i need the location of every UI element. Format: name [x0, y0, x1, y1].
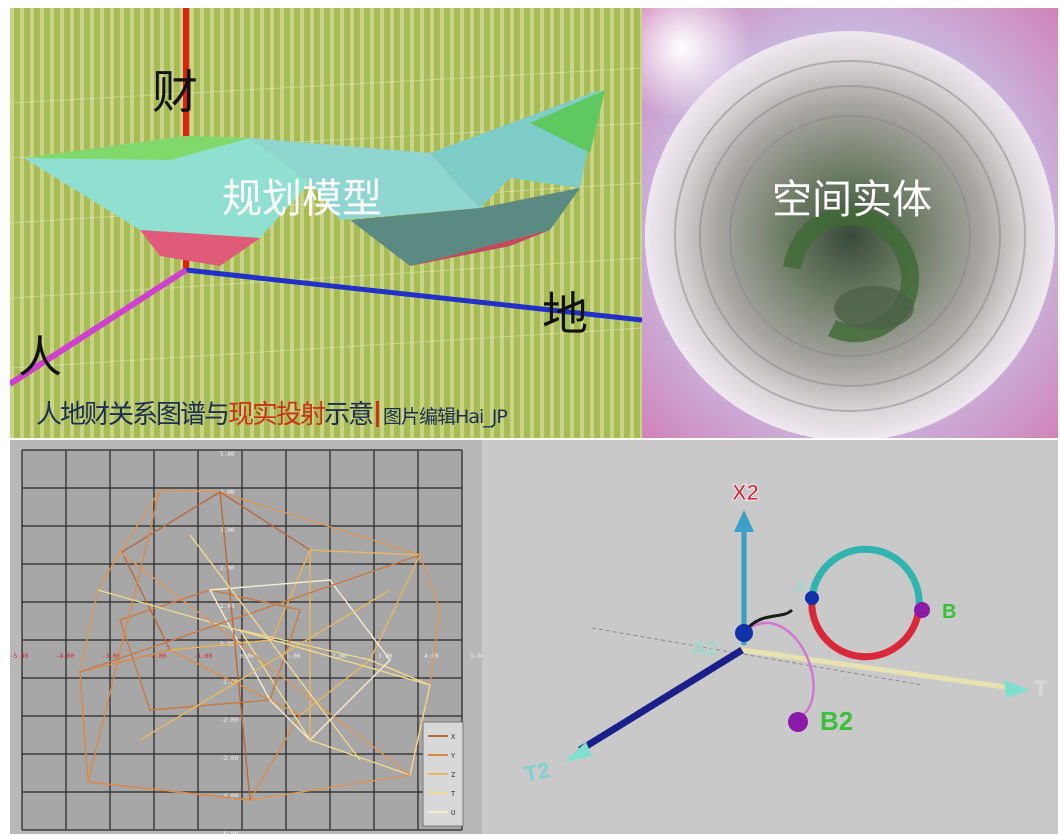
caption-credit: 图片编辑Hai_JP [383, 406, 508, 428]
x-tick-label: 1.00 [286, 653, 301, 660]
caption-part1: 人地财关系图谱与 [36, 400, 230, 430]
a2-ball [735, 624, 753, 642]
y-tick-label: -5.00 [220, 831, 238, 834]
b-label: B [942, 601, 956, 623]
hypercube-wireframe [79, 489, 441, 801]
y-tick-label: -1.00 [220, 679, 238, 686]
y-tick-label: -4.00 [220, 793, 238, 800]
t-label: T [1034, 676, 1048, 701]
river [834, 286, 914, 330]
legend-items: X Y Z T U [428, 733, 456, 817]
x-tick-label: -4.00 [56, 653, 74, 660]
t2-label: T2 [522, 757, 552, 787]
caption-divider [376, 401, 380, 427]
legend-label: Y [451, 752, 456, 760]
ren-axis-label: 人 [18, 332, 62, 383]
caption: 人地财关系图谱与现实投射示意 图片编辑Hai_JP [36, 394, 508, 431]
cai-axis-label: 财 [152, 65, 198, 119]
spatial-entity-panel: 空间实体 [642, 8, 1058, 438]
legend-label: Z [451, 771, 455, 779]
caption-part2: 现实投射 [228, 400, 326, 430]
x-tick-label: -1.00 [194, 653, 212, 660]
a2-label: A2 [692, 638, 718, 660]
y-tick-label: -2.00 [220, 717, 238, 724]
x-tick-label: 4.00 [424, 653, 439, 660]
b-ball [914, 602, 930, 618]
y-tick-label: 5.00 [220, 451, 235, 458]
di-axis [185, 267, 642, 323]
b2-label: B2 [820, 706, 853, 736]
x-tick-label: -5.00 [10, 653, 28, 660]
x-tick-label: 3.00 [378, 653, 393, 660]
y-tick-label: 3.00 [220, 527, 235, 534]
legend-label: U [451, 809, 455, 817]
t2-axis-arrow [564, 742, 592, 762]
ring-top [808, 545, 923, 609]
planning-surface [24, 90, 605, 266]
ren-axis [10, 267, 188, 387]
a-ball [805, 591, 819, 605]
t-axis-arrow [1004, 680, 1030, 698]
model-label: 规划模型 [222, 176, 382, 222]
x2-axis-arrow [734, 510, 754, 532]
legend-label: X [451, 733, 456, 741]
planet-city [645, 31, 1055, 438]
city-rings [674, 60, 1026, 412]
green-park-curve [783, 207, 919, 343]
x-tick-label: 5.00 [470, 653, 482, 660]
a-label: A [794, 579, 806, 596]
x-tick-label: 2.00 [332, 653, 347, 660]
x-tick-label: -2.00 [148, 653, 166, 660]
sphere-label: 空间实体 [772, 177, 932, 223]
di-axis-label: 地 [542, 287, 588, 341]
b2-ball [788, 712, 808, 732]
wireframe-plot-panel: 5.00 4.00 3.00 2.00 1.00 0.00 -1.00 -2.00 -3.00-… [10, 440, 482, 834]
legend-label: T [451, 790, 456, 798]
y-tick-label: -3.00 [220, 755, 238, 762]
ring-bottom [808, 597, 923, 661]
t-axis [741, 647, 1013, 691]
pink-trajectory [743, 621, 815, 721]
x2-label: X2 [732, 480, 759, 505]
x-tick-labels: -5.00 -4.00 -3.00 -2.00 -1.00 0.00 1.00 2.00 3.0… [10, 653, 482, 660]
caption-part3: 示意 [324, 400, 374, 430]
x-tick-label: 0.00 [240, 653, 255, 660]
x-tick-label: -3.00 [102, 653, 120, 660]
t2-axis [578, 647, 744, 753]
y-tick-label: 4.00 [220, 489, 235, 496]
planning-model-panel: 规划模型 财 地 人 [10, 8, 642, 438]
y-tick-label: 1.00 [220, 603, 235, 610]
coordinate-diagram-panel: X2 A2 A B B2 T2 T [482, 440, 1058, 834]
